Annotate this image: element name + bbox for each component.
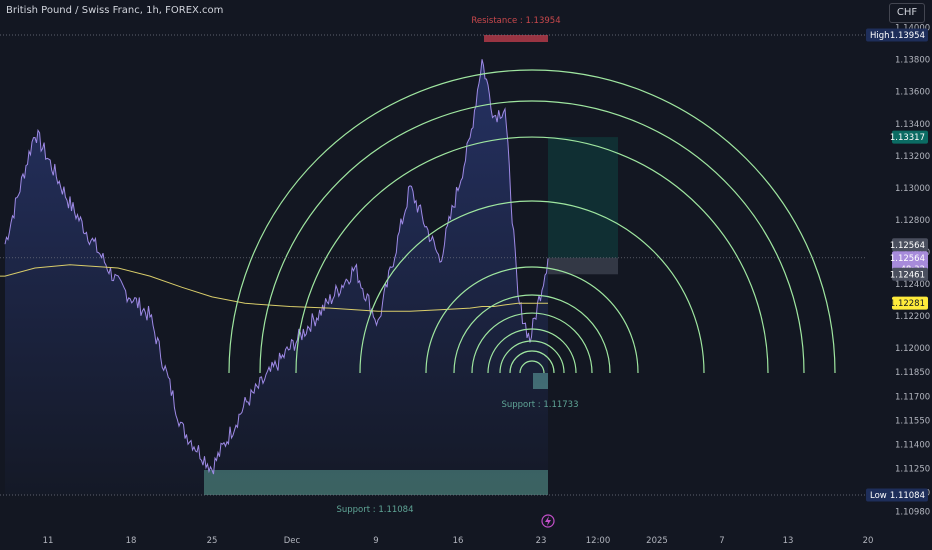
y-tick-label: 1.12200 xyxy=(895,312,930,322)
y-tick-label: 1.11850 xyxy=(895,368,930,378)
x-tick-label: 23 xyxy=(536,536,547,546)
arc-1 xyxy=(519,360,545,374)
arc-2 xyxy=(509,350,555,374)
support-lower-label: Support : 1.11084 xyxy=(336,505,413,515)
y-tick-label: 1.11700 xyxy=(895,392,930,402)
y-tick-label: 1.13400 xyxy=(895,120,930,130)
moving-average-line xyxy=(0,264,548,312)
target-value-tag-bg xyxy=(892,130,928,144)
x-tick-label: Dec xyxy=(284,536,301,546)
y-tick-label: 1.13200 xyxy=(895,152,930,162)
low-value-tag-bg xyxy=(866,488,928,502)
x-tick-label: 13 xyxy=(783,536,794,546)
high-label: High xyxy=(870,31,890,41)
x-tick-label: 18 xyxy=(126,536,137,546)
arc-7 xyxy=(425,266,639,374)
price-line xyxy=(4,59,549,475)
high-value-tag-bg xyxy=(866,28,928,42)
y-tick-label: 1.11400 xyxy=(895,440,930,450)
price-level-lines xyxy=(0,34,866,496)
y-tick-label: 1.12800 xyxy=(895,216,930,226)
chart-annotations: Resistance : 1.13954 Support : 1.11733 Sup… xyxy=(336,16,578,515)
resistance-label: Resistance : 1.13954 xyxy=(471,16,560,26)
y-tick-label: 1.12400 xyxy=(895,280,930,290)
current-value-b-tag: 1.12564 xyxy=(890,254,925,264)
y-tick-label: 1.11550 xyxy=(895,416,930,426)
arc-3 xyxy=(499,340,565,374)
low-label: Low xyxy=(870,491,887,501)
y-tick-label: 1.13600 xyxy=(895,88,930,98)
arc-5 xyxy=(471,312,593,374)
current-value-a-tag-bg xyxy=(892,238,928,252)
low-value-tag: 1.11084 xyxy=(890,491,925,501)
x-tick-label: 9 xyxy=(373,536,378,546)
fibonacci-arcs xyxy=(228,69,836,374)
entry-zone xyxy=(548,257,618,275)
x-tick-label: 7 xyxy=(719,536,724,546)
y-tick-label: 1.13000 xyxy=(895,184,930,194)
lightning-icon[interactable] xyxy=(541,514,555,528)
x-tick-label: 2025 xyxy=(646,536,668,546)
arc-11 xyxy=(228,69,836,374)
x-tick-label: 12:00 xyxy=(586,536,611,546)
arc-10 xyxy=(259,100,805,374)
x-tick-label: 20 xyxy=(863,536,874,546)
currency-button[interactable]: CHF xyxy=(889,3,925,23)
high-value-tag: 1.13954 xyxy=(890,31,925,41)
moving-average-tag-bg xyxy=(892,296,928,310)
target-value-tag: 1.13317 xyxy=(890,133,925,143)
y-tick-label: 1.12000 xyxy=(895,344,930,354)
arc-6 xyxy=(453,294,611,374)
arc-9 xyxy=(295,136,769,374)
entry-value-tag: 1.12461 xyxy=(890,270,925,280)
current-value-b-tag-bg xyxy=(892,251,928,265)
target-zone xyxy=(548,137,618,258)
moving-average-tag: 1.12281 xyxy=(890,299,925,309)
y-tick-label: 1.10980 xyxy=(895,508,930,518)
x-tick-label: 25 xyxy=(207,536,218,546)
support-upper-label: Support : 1.11733 xyxy=(501,400,578,410)
current-value-a-tag: 1.12564 xyxy=(890,241,925,251)
x-tick-label: 16 xyxy=(453,536,464,546)
entry-value-tag-bg xyxy=(892,267,928,281)
price-area xyxy=(5,59,548,496)
y-tick-label: 1.13800 xyxy=(895,56,930,66)
x-tick-label: 11 xyxy=(43,536,54,546)
resistance-zone xyxy=(484,35,548,42)
y-tick-label: 1.11250 xyxy=(895,464,930,474)
arc-4 xyxy=(487,328,577,374)
chart-title: British Pound / Swiss Franc, 1h, FOREX.c… xyxy=(6,5,224,16)
arc-8 xyxy=(359,200,705,374)
time-axis[interactable]: 11 18 25 Dec 9 16 23 12:00 2025 7 13 20 xyxy=(43,536,874,546)
